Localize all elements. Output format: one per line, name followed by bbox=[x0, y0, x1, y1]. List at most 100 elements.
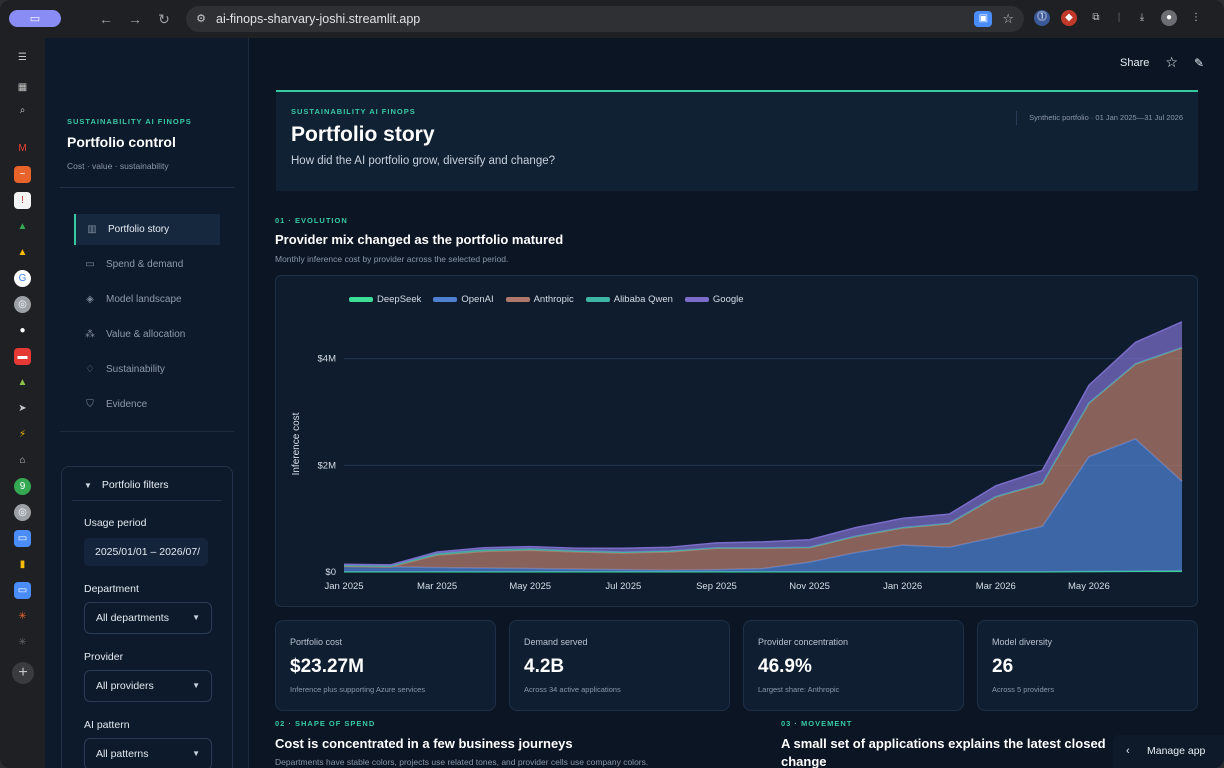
address-bar[interactable]: ⚙ ai-finops-sharvary-joshi.streamlit.app… bbox=[186, 6, 1024, 32]
usage-period-label: Usage period bbox=[84, 517, 147, 529]
y-tick-label: $0 bbox=[325, 567, 336, 578]
area-chart-svg: $0 $2M $4M Inference cost Jan 2025 Mar 2025 Ma… bbox=[291, 321, 1183, 592]
kpi-demand-served: Demand served 4.2B Across 34 active appl… bbox=[509, 620, 730, 711]
series-area-anthropic[interactable] bbox=[344, 348, 1182, 571]
x-tick-label: Mar 2025 bbox=[417, 581, 457, 592]
bolt-icon[interactable]: ⚡ bbox=[18, 429, 27, 440]
settings-faded-icon[interactable]: ✳ bbox=[18, 637, 27, 648]
series-area-google[interactable] bbox=[344, 321, 1182, 566]
ai-pattern-select[interactable]: All patterns ▼ bbox=[84, 738, 212, 768]
forward-icon[interactable]: → bbox=[128, 11, 142, 27]
google-icon[interactable]: G bbox=[14, 270, 31, 287]
section-title-line2: change bbox=[781, 754, 827, 768]
kpi-value: 4.2B bbox=[524, 656, 565, 677]
url-text[interactable]: ai-finops-sharvary-joshi.streamlit.app bbox=[216, 12, 421, 26]
legend-label: OpenAI bbox=[461, 294, 494, 305]
app-sidebar: SUSTAINABILITY AI FINOPS Portfolio contr… bbox=[45, 38, 249, 768]
extensions-puzzle-icon[interactable]: ⧉ bbox=[1092, 12, 1100, 23]
page-nav: ▥ Portfolio story ▭ Spend & demand ◈ Mod… bbox=[74, 214, 220, 424]
more-menu-icon[interactable]: ⋮ bbox=[1191, 12, 1201, 23]
bank-icon[interactable]: ⌂ bbox=[19, 455, 26, 466]
cast-icon[interactable]: ▣ bbox=[974, 11, 993, 27]
asterisk-icon[interactable]: ✳ bbox=[18, 611, 27, 622]
department-select[interactable]: All departments ▼ bbox=[84, 602, 212, 634]
send-icon[interactable]: ➤ bbox=[18, 403, 27, 414]
provider-mix-chart[interactable]: DeepSeek OpenAI Anthropic Alibaba Qwen Googl… bbox=[275, 275, 1198, 607]
series-area-openai[interactable] bbox=[344, 438, 1182, 572]
monitor-icon[interactable]: ▭ bbox=[14, 530, 31, 547]
chevron-left-icon: ‹ bbox=[1126, 745, 1130, 757]
openai-icon[interactable]: ◎ bbox=[14, 504, 31, 521]
avatar[interactable]: ● bbox=[1161, 10, 1177, 26]
share-button[interactable]: Share bbox=[1120, 56, 1150, 69]
section-subtitle: Departments have stable colors, projects… bbox=[275, 757, 649, 767]
bookmark-rail: ☰ ▦ ⌕ M ~ ! ▲ ▲ G ◎ ● ▬ ▲ ➤ ⚡ ⌂ 9 ◎ ▭ ▮ … bbox=[0, 38, 45, 768]
y-tick-label: $2M bbox=[318, 460, 337, 471]
divider bbox=[60, 187, 234, 188]
legend-item[interactable]: OpenAI bbox=[433, 294, 494, 305]
legend-item[interactable]: Alibaba Qwen bbox=[585, 294, 673, 305]
divider bbox=[60, 431, 234, 432]
filters-expander[interactable]: ▼ Portfolio filters bbox=[84, 479, 168, 491]
kpi-note: Largest share: Anthropic bbox=[758, 685, 840, 694]
google-drive-icon[interactable]: ▲ bbox=[17, 247, 28, 258]
nav-item-value-allocation[interactable]: ⁂ Value & allocation bbox=[74, 319, 220, 350]
bar-chart-icon[interactable]: ▮ bbox=[19, 559, 26, 570]
tab-grid-icon[interactable]: ▦ bbox=[17, 82, 28, 93]
layers-icon: ◈ bbox=[86, 293, 94, 305]
nav-item-portfolio-story[interactable]: ▥ Portfolio story bbox=[74, 214, 220, 245]
search-tabs-icon[interactable]: ⌕ bbox=[19, 105, 26, 116]
ai-pattern-value: All patterns bbox=[96, 748, 149, 760]
nav-item-evidence[interactable]: ⛉ Evidence bbox=[74, 389, 220, 420]
site-info-icon[interactable]: ⚙ bbox=[196, 13, 206, 25]
bookmark-star-icon[interactable]: ☆ bbox=[1002, 11, 1014, 26]
edit-pencil-icon[interactable]: ✎ bbox=[1193, 55, 1204, 70]
bar-chart-icon: ▥ bbox=[87, 223, 97, 235]
back-icon[interactable]: ← bbox=[99, 11, 113, 27]
y-tick-label: $4M bbox=[318, 354, 337, 365]
analytics-icon[interactable]: ~ bbox=[14, 166, 31, 183]
sidebar-toggle-icon[interactable]: ☰ bbox=[18, 52, 27, 63]
legend-item[interactable]: Anthropic bbox=[505, 294, 574, 305]
page-title: Portfolio story bbox=[291, 123, 435, 146]
shield-extension-icon[interactable]: ◆ bbox=[1061, 10, 1077, 26]
kpi-value: $23.27M bbox=[290, 656, 364, 677]
app-icon[interactable]: ! bbox=[14, 192, 31, 209]
kpi-value: 46.9% bbox=[758, 656, 812, 677]
nav-item-label: Value & allocation bbox=[106, 329, 186, 340]
legend-item[interactable]: Google bbox=[684, 294, 744, 305]
legend-item[interactable]: DeepSeek bbox=[349, 294, 421, 305]
drive-ish-icon[interactable]: ▲ bbox=[17, 221, 28, 232]
kpi-label: Provider concentration bbox=[758, 637, 849, 647]
section-subtitle: Monthly inference cost by provider acros… bbox=[275, 254, 509, 264]
provider-select[interactable]: All providers ▼ bbox=[84, 670, 212, 702]
chatgpt-icon[interactable]: ◎ bbox=[14, 296, 31, 313]
github-icon[interactable]: ● bbox=[19, 325, 26, 336]
section-title: A small set of applications explains the… bbox=[781, 736, 1106, 751]
download-icon[interactable]: ⤓ bbox=[1139, 12, 1145, 23]
star-icon[interactable]: ☆ bbox=[1165, 54, 1178, 70]
add-icon[interactable]: + bbox=[12, 662, 34, 684]
usage-period-input[interactable]: 2025/01/01 – 2026/07/ bbox=[84, 538, 208, 566]
gmail-icon[interactable]: M bbox=[18, 143, 27, 154]
kpi-provider-concentration: Provider concentration 46.9% Largest sha… bbox=[743, 620, 964, 711]
legend-label: Google bbox=[712, 294, 744, 305]
mountain-icon[interactable]: ▲ bbox=[17, 377, 28, 388]
manage-app-button[interactable]: ‹ Manage app bbox=[1113, 735, 1224, 768]
section-eyebrow: 03 · MOVEMENT bbox=[781, 719, 853, 728]
number-nine-icon[interactable]: 9 bbox=[14, 478, 31, 495]
nav-item-spend-demand[interactable]: ▭ Spend & demand bbox=[74, 249, 220, 280]
chevron-down-icon: ▼ bbox=[192, 613, 200, 622]
monitor-two-icon[interactable]: ▭ bbox=[14, 582, 31, 599]
video-icon[interactable]: ▬ bbox=[14, 348, 31, 365]
reload-icon[interactable]: ↻ bbox=[158, 11, 170, 27]
y-axis-label: Inference cost bbox=[291, 412, 302, 475]
manage-app-label: Manage app bbox=[1147, 745, 1206, 757]
password-extension-icon[interactable]: ⓵ bbox=[1034, 10, 1050, 26]
profile-icon[interactable]: ▭ bbox=[9, 10, 61, 27]
period-meta: Synthetic portfolio · 01 Jan 2025—31 Jul… bbox=[1016, 111, 1183, 125]
nav-item-sustainability[interactable]: ♢ Sustainability bbox=[74, 354, 220, 385]
series-line-google bbox=[343, 321, 1183, 566]
nav-item-model-landscape[interactable]: ◈ Model landscape bbox=[74, 284, 220, 315]
legend-swatch bbox=[349, 297, 373, 302]
